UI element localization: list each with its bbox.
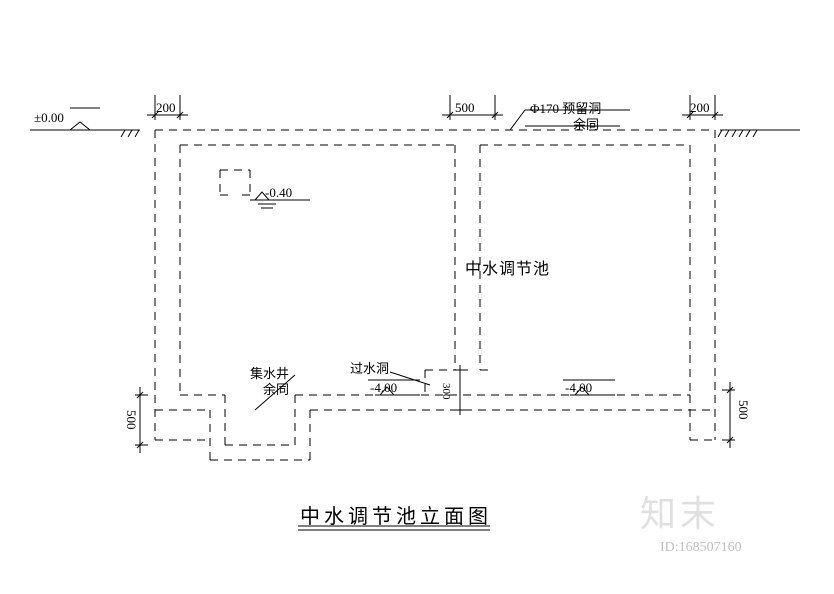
passage-label: 过水洞	[350, 358, 389, 377]
dim-300-mid: 300	[440, 383, 452, 400]
water-level-label: -0.40	[265, 185, 292, 201]
floor-right-label: -4.00	[565, 380, 592, 396]
dim-500-top: 500	[455, 100, 475, 116]
tank-name-label: 中水调节池	[465, 255, 550, 279]
datum-label: ±0.00	[34, 110, 64, 126]
reserved-hole-sub: 余同	[573, 114, 599, 133]
dim-200-left: 200	[156, 100, 176, 116]
dim-200-right: 200	[690, 100, 710, 116]
dim-500-left-v: 500	[123, 410, 139, 430]
dim-500-right-v: 500	[735, 400, 751, 420]
drawing-title: 中水调节池立面图	[300, 500, 492, 529]
id-text: ID:168507160	[660, 540, 742, 556]
sump-sub-label: 余同	[263, 379, 289, 398]
floor-left-label: -4.00	[370, 380, 397, 396]
